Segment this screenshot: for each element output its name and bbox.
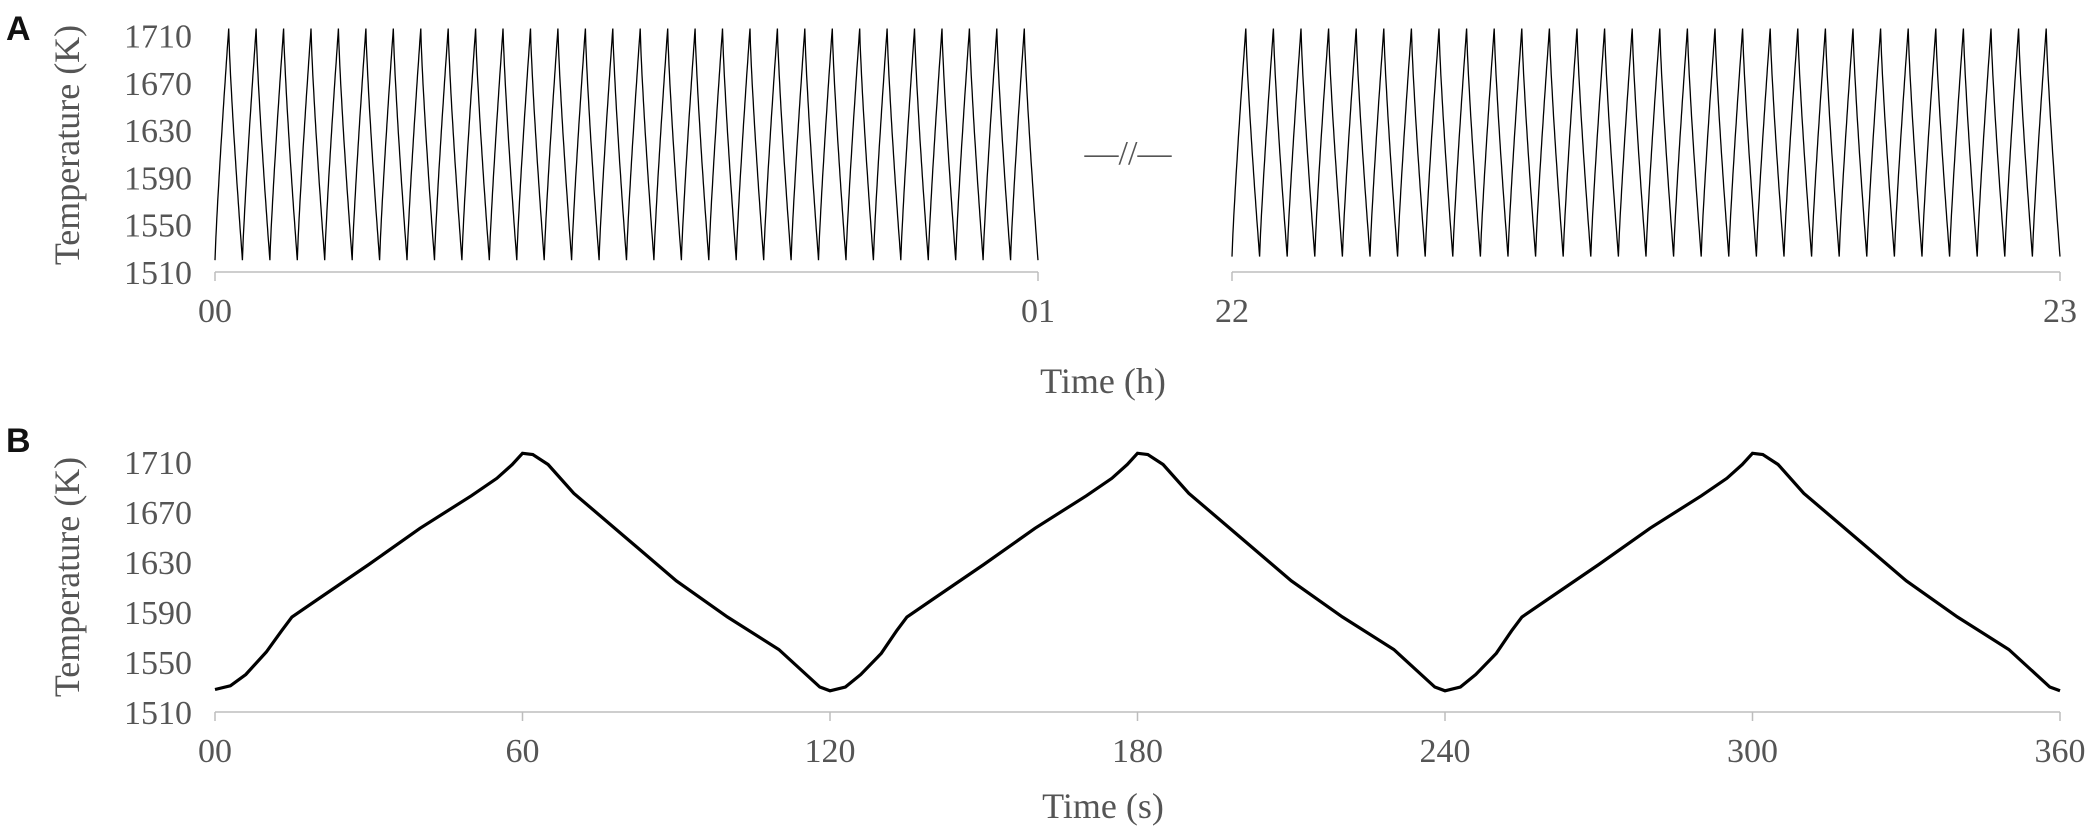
panel-b: B Temperature (K) 1510 1550 1590 1630 1670 17… — [6, 422, 2086, 826]
panel-b-xtick-180: 180 — [1112, 733, 1163, 770]
panel-a-label: A — [6, 10, 31, 48]
panel-b-ytick-1510: 1510 — [124, 695, 192, 732]
panel-a-xtick-22: 22 — [1215, 293, 1249, 330]
panel-b-xtick-360: 360 — [2035, 733, 2086, 770]
panel-b-y-ticks: 1510 1550 1590 1630 1670 1710 — [124, 445, 192, 732]
panel-b-ytick-1590: 1590 — [124, 595, 192, 632]
panel-b-x-ticks: 00 60 120 180 240 300 360 — [198, 712, 2086, 770]
panel-a-ytick-1510: 1510 — [124, 255, 192, 292]
panel-a-xtick-01: 01 — [1021, 293, 1055, 330]
panel-b-xtick-00: 00 — [198, 733, 232, 770]
panel-a-ytick-1670: 1670 — [124, 66, 192, 103]
panel-a-series-segment-2 — [1231, 28, 2061, 257]
panel-a-ytick-1590: 1590 — [124, 160, 192, 197]
panel-a-ytick-1550: 1550 — [124, 208, 192, 245]
panel-a-xtick-23: 23 — [2043, 293, 2077, 330]
panel-b-series-line — [214, 451, 2061, 693]
panel-b-label: B — [6, 422, 31, 460]
panel-b-ytick-1630: 1630 — [124, 545, 192, 582]
panel-a-xlabel: Time (h) — [1040, 361, 1166, 401]
panel-b-xtick-60: 60 — [506, 733, 540, 770]
panel-a-series-segment-1 — [214, 28, 1039, 261]
panel-a-xtick-00: 00 — [198, 293, 232, 330]
panel-b-ylabel: Temperature (K) — [47, 457, 87, 697]
panel-b-ytick-1550: 1550 — [124, 645, 192, 682]
panel-b-ytick-1710: 1710 — [124, 445, 192, 482]
panel-a: A Temperature (K) 1510 1550 1590 1630 1670 17… — [6, 10, 2077, 401]
panel-a-ytick-1630: 1630 — [124, 113, 192, 150]
panel-b-xlabel: Time (s) — [1042, 786, 1164, 826]
panel-b-ytick-1670: 1670 — [124, 495, 192, 532]
axis-break-symbol: —//— — [1084, 135, 1173, 172]
panel-a-y-ticks: 1510 1550 1590 1630 1670 1710 — [124, 19, 192, 292]
panel-b-xtick-120: 120 — [805, 733, 856, 770]
panel-a-ytick-1710: 1710 — [124, 19, 192, 56]
panel-b-xtick-300: 300 — [1727, 733, 1778, 770]
panel-b-xtick-240: 240 — [1420, 733, 1471, 770]
panel-a-ylabel: Temperature (K) — [47, 25, 87, 265]
